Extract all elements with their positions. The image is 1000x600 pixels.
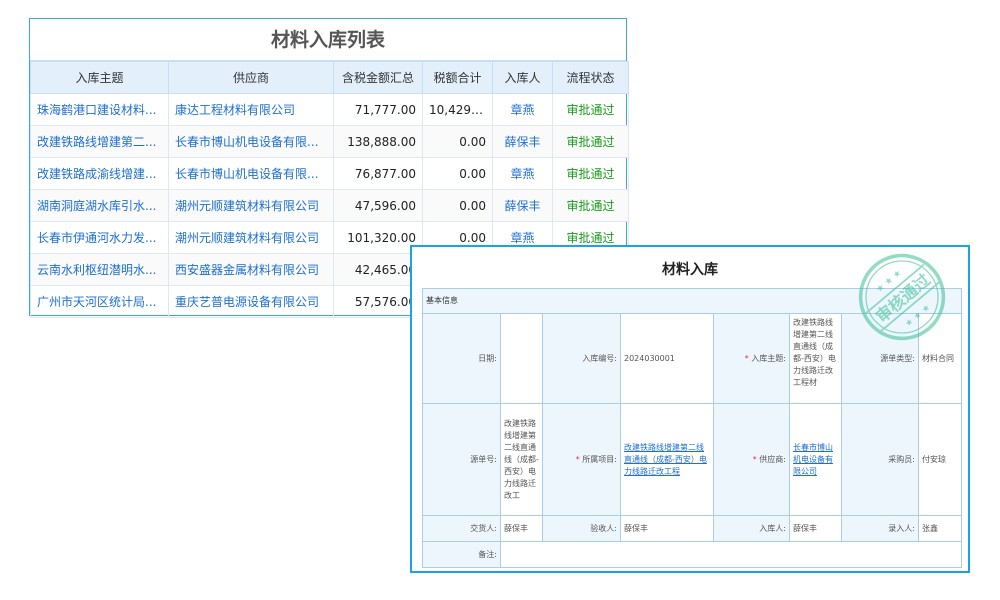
- section-basic-info: 基本信息: [422, 288, 962, 314]
- subject-cell[interactable]: 珠海鹤港口建设材料...: [30, 93, 169, 126]
- column-header[interactable]: 入库主题: [30, 61, 169, 94]
- column-header[interactable]: 供应商: [168, 61, 334, 94]
- status-cell: 审批通过: [552, 125, 629, 158]
- subject-cell[interactable]: 改建铁路成渝线增建...: [30, 157, 169, 190]
- supplier-cell[interactable]: 重庆艺普电源设备有限公司: [168, 285, 334, 318]
- subject-cell[interactable]: 改建铁路线增建第二...: [30, 125, 169, 158]
- project-link[interactable]: 改建铁路线增建第二线直通线（成都-西安）电力线路迁改工程: [620, 403, 714, 516]
- table-row[interactable]: 珠海鹤港口建设材料... 康达工程材料有限公司 71,777.00 10,429.14…: [30, 93, 629, 126]
- tax-cell: 10,429.14: [422, 93, 493, 126]
- date-label: 日期:: [422, 313, 501, 404]
- stocker-cell[interactable]: 薛保丰: [492, 189, 553, 222]
- check-value: 薛保丰: [620, 515, 714, 542]
- tax-cell: 0.00: [422, 125, 493, 158]
- stocker-cell[interactable]: 薛保丰: [492, 125, 553, 158]
- list-title: 材料入库列表: [30, 19, 626, 61]
- status-cell: 审批通过: [552, 93, 629, 126]
- remark-label: 备注:: [422, 541, 501, 568]
- buyer-label: 采购员:: [841, 403, 919, 516]
- tax-cell: 0.00: [422, 157, 493, 190]
- remark-value: [500, 541, 962, 568]
- check-label: 验收人:: [542, 515, 621, 542]
- stocker-cell[interactable]: 章燕: [492, 157, 553, 190]
- detail-title: 材料入库: [662, 262, 718, 278]
- deliver-label: 交货人:: [422, 515, 501, 542]
- supplier-label: * 供应商:: [713, 403, 790, 516]
- src-no-label: 源单号:: [422, 403, 501, 516]
- subject-cell[interactable]: 云南水利枢纽潜明水...: [30, 253, 169, 286]
- project-label: * 所属项目:: [542, 403, 621, 516]
- date-value: [500, 313, 543, 404]
- table-row[interactable]: 长春市伊通河水力发... 潮州元顺建筑材料有限公司 101,320.00 0.00 章燕…: [30, 221, 629, 254]
- amount-cell: 57,576.00: [333, 285, 423, 318]
- status-cell: 审批通过: [552, 157, 629, 190]
- amount-cell: 76,877.00: [333, 157, 423, 190]
- amount-cell: 71,777.00: [333, 93, 423, 126]
- src-no-value: 改建铁路线增建第二线直通线（成都-西安）电力线路迁改工: [500, 403, 543, 516]
- approved-stamp-icon: 审核通过 ★ ★ ★ ★ ★ ★: [858, 253, 946, 341]
- subject-cell[interactable]: 湖南洞庭湖水库引水...: [30, 189, 169, 222]
- column-header[interactable]: 入库人: [492, 61, 553, 94]
- subject-cell[interactable]: 长春市伊通河水力发...: [30, 221, 169, 254]
- status-cell: 审批通过: [552, 189, 629, 222]
- entry-label: 录入人:: [841, 515, 919, 542]
- subject-value: 改建铁路线增建第二线直通线（成都-西安）电力线路迁改工程材: [789, 313, 842, 404]
- supplier-cell[interactable]: 西安盛器金属材料有限公司: [168, 253, 334, 286]
- material-detail-panel: 材料入库 基本信息 日期: 入库编号: 2024030001 * 入库主题: 改…: [410, 245, 970, 573]
- table-row[interactable]: 改建铁路成渝线增建... 长春市博山机电设备有限... 76,877.00 0.00 章…: [30, 157, 629, 190]
- detail-form: 基本信息 日期: 入库编号: 2024030001 * 入库主题: 改建铁路线增…: [422, 288, 962, 568]
- supplier-link[interactable]: 长春市博山机电设备有限公司: [789, 403, 842, 516]
- amount-cell: 42,465.00: [333, 253, 423, 286]
- deliver-value: 薛保丰: [500, 515, 543, 542]
- tax-cell: 0.00: [422, 189, 493, 222]
- column-header[interactable]: 税额合计: [422, 61, 493, 94]
- stocker-cell[interactable]: 章燕: [492, 93, 553, 126]
- no-label: 入库编号:: [542, 313, 621, 404]
- buyer-value: 付安琼: [918, 403, 962, 516]
- subject-label: * 入库主题:: [713, 313, 790, 404]
- supplier-cell[interactable]: 潮州元顺建筑材料有限公司: [168, 221, 334, 254]
- amount-cell: 47,596.00: [333, 189, 423, 222]
- supplier-cell[interactable]: 潮州元顺建筑材料有限公司: [168, 189, 334, 222]
- supplier-cell[interactable]: 长春市博山机电设备有限...: [168, 125, 334, 158]
- stock-label: 入库人:: [713, 515, 790, 542]
- column-header[interactable]: 含税金额汇总: [333, 61, 423, 94]
- svg-text:审核通过: 审核通过: [872, 270, 934, 327]
- entry-value: 张鑫: [918, 515, 962, 542]
- table-row[interactable]: 改建铁路线增建第二... 长春市博山机电设备有限... 138,888.00 0.00…: [30, 125, 629, 158]
- supplier-cell[interactable]: 长春市博山机电设备有限...: [168, 157, 334, 190]
- supplier-cell[interactable]: 康达工程材料有限公司: [168, 93, 334, 126]
- src-type-label: 源单类型:: [841, 313, 919, 404]
- stock-value: 薛保丰: [789, 515, 842, 542]
- amount-cell: 138,888.00: [333, 125, 423, 158]
- subject-cell[interactable]: 广州市天河区统计局...: [30, 285, 169, 318]
- no-value: 2024030001: [620, 313, 714, 404]
- table-row[interactable]: 湖南洞庭湖水库引水... 潮州元顺建筑材料有限公司 47,596.00 0.00 薛保丰…: [30, 189, 629, 222]
- column-header[interactable]: 流程状态: [552, 61, 629, 94]
